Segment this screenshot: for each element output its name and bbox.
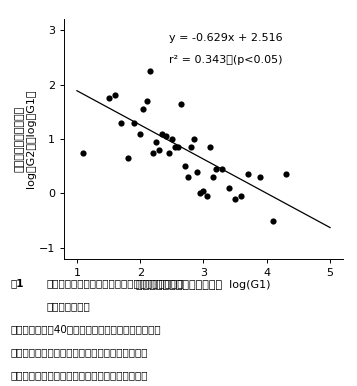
Point <box>258 174 263 180</box>
Point <box>119 120 124 126</box>
Point <box>270 217 276 223</box>
Point <box>245 171 251 178</box>
Text: 図1: 図1 <box>11 278 24 288</box>
Point <box>112 92 118 98</box>
Point <box>153 139 159 145</box>
Text: 増殖率との関係: 増殖率との関係 <box>46 301 90 311</box>
X-axis label: セジロウンカ第１世代誤殺数  log(G1): セジロウンカ第１世代誤殺数 log(G1) <box>136 280 271 290</box>
Point <box>194 169 200 175</box>
Point <box>144 98 149 104</box>
Point <box>283 171 288 178</box>
Point <box>125 155 130 161</box>
Point <box>175 144 181 150</box>
Point <box>137 130 143 137</box>
Point <box>197 190 203 196</box>
Point <box>169 136 175 142</box>
Point <box>188 144 194 150</box>
Text: セジロウンカの第１世代誤殺数とトビイロウンカ: セジロウンカの第１世代誤殺数とトビイロウンカ <box>46 278 184 288</box>
Text: カの増殖率に及ぼす自種密度の影響を差し引いて: カの増殖率に及ぼす自種密度の影響を差し引いて <box>11 371 148 381</box>
Point <box>226 185 232 191</box>
Point <box>204 193 210 199</box>
Point <box>238 193 244 199</box>
Y-axis label: トビイロウンカ増殖率
log（G2）／log（G1）: トビイロウンカ増殖率 log（G2）／log（G1） <box>15 90 36 188</box>
Point <box>150 149 156 156</box>
Point <box>141 106 146 112</box>
Point <box>232 196 238 202</box>
Point <box>213 166 219 172</box>
Point <box>191 136 197 142</box>
Point <box>166 149 172 156</box>
Point <box>178 100 184 107</box>
Point <box>182 163 187 169</box>
Point <box>201 188 206 194</box>
Point <box>80 149 86 156</box>
Text: 図は単回帰であるが，重回帰によりトビイロウン: 図は単回帰であるが，重回帰によりトビイロウン <box>11 347 148 357</box>
Text: r² = 0.343　(p<0.05): r² = 0.343 (p<0.05) <box>169 55 282 65</box>
Point <box>163 133 169 139</box>
Point <box>172 144 178 150</box>
Point <box>210 174 216 180</box>
Text: y = -0.629x + 2.516: y = -0.629x + 2.516 <box>169 33 282 43</box>
Point <box>131 120 137 126</box>
Point <box>207 144 213 150</box>
Point <box>160 130 165 137</box>
Text: 福岡県筑後市の40年間の予察灯誤殺数データより。: 福岡県筑後市の40年間の予察灯誤殺数データより。 <box>11 324 161 334</box>
Point <box>156 147 162 153</box>
Point <box>220 166 225 172</box>
Point <box>147 68 152 74</box>
Point <box>106 95 111 101</box>
Point <box>185 174 191 180</box>
